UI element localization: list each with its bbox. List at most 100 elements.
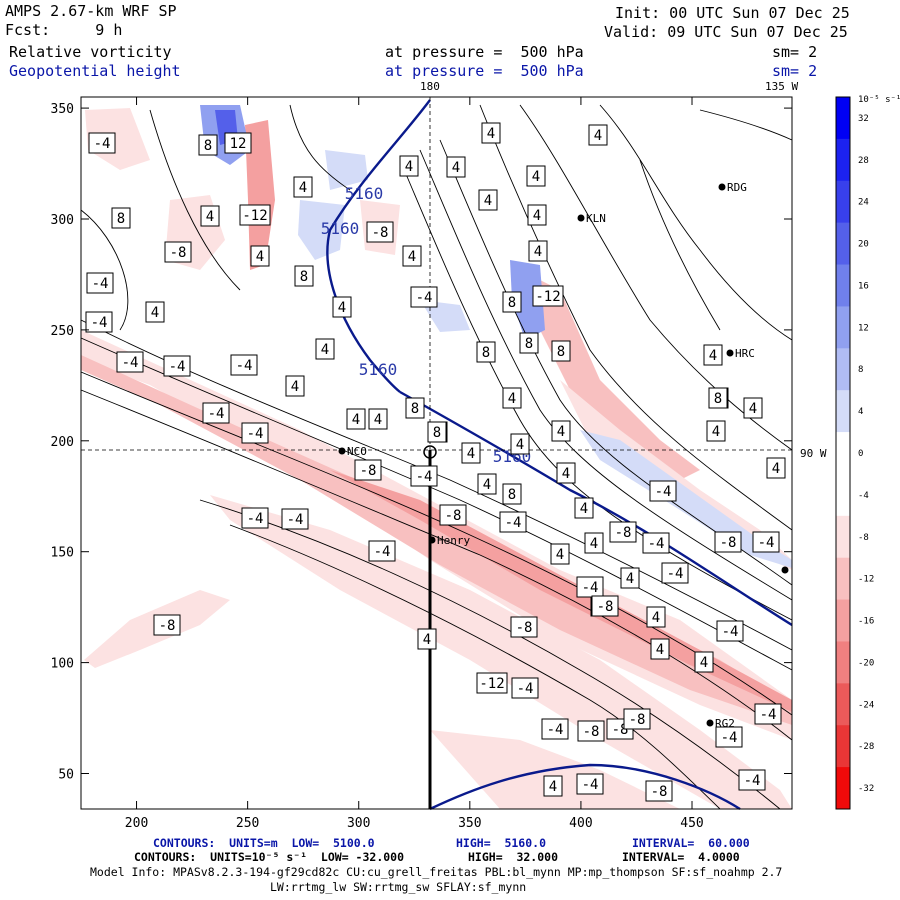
svg-text:-8: -8: [651, 784, 668, 800]
svg-text:-8: -8: [170, 245, 187, 261]
svg-text:4: 4: [532, 169, 540, 185]
svg-text:-4: -4: [648, 536, 665, 552]
x-tick-label: 250: [236, 816, 259, 831]
svg-text:-4: -4: [122, 355, 139, 371]
height-contour-high: HIGH= 5160.0: [456, 836, 547, 850]
colorbar-swatch: [836, 557, 850, 601]
vorticity-contour-label: 8: [405, 397, 425, 419]
svg-text:4: 4: [772, 461, 780, 477]
vorticity-contour-label: 4: [706, 420, 726, 442]
svg-text:-4: -4: [582, 777, 599, 793]
colorbar-swatch: [836, 683, 850, 726]
svg-text:-4: -4: [287, 512, 304, 528]
vorticity-contour-label: 4: [766, 457, 786, 479]
vorticity-contour-label: 4: [417, 628, 437, 650]
svg-text:4: 4: [352, 412, 360, 428]
vorticity-contour-label: 4: [478, 189, 498, 211]
x-tick-label: 200: [125, 816, 148, 831]
svg-text:4: 4: [291, 379, 299, 395]
svg-text:-8: -8: [516, 620, 533, 636]
vorticity-contour-label: 4: [743, 397, 763, 419]
x-tick-label: 350: [458, 816, 481, 831]
vorticity-contour-label: -8: [164, 241, 192, 263]
vorticity-contour-label: -8: [577, 720, 605, 742]
svg-text:-4: -4: [169, 359, 186, 375]
y-tick-label: 300: [51, 213, 74, 228]
svg-text:-12: -12: [479, 676, 504, 692]
model-info-radiation: LW:rrtmg_lw SW:rrtmg_sw SFLAY:sf_mynn: [270, 880, 527, 894]
colorbar-label: 20: [858, 240, 869, 250]
svg-text:-8: -8: [360, 463, 377, 479]
vorticity-contour-label: 4: [620, 567, 640, 589]
svg-text:4: 4: [549, 779, 557, 795]
y-tick-label: 200: [51, 435, 74, 450]
field2-level: at pressure = 500 hPa: [385, 62, 584, 80]
svg-text:-4: -4: [721, 730, 738, 746]
svg-text:-8: -8: [720, 535, 737, 551]
vorticity-contour-label: -12: [476, 672, 508, 694]
station-dot: [428, 536, 436, 544]
svg-text:8: 8: [482, 345, 490, 361]
svg-text:4: 4: [533, 208, 541, 224]
colorbar-label: -20: [858, 658, 874, 668]
svg-text:-4: -4: [722, 624, 739, 640]
vorticity-contour-label: -4: [88, 132, 116, 154]
field2-name: Geopotential height: [9, 62, 181, 80]
colorbar-swatch: [836, 97, 850, 140]
vorticity-contour-label: -8: [153, 614, 181, 636]
svg-text:-4: -4: [416, 290, 433, 306]
svg-text:8: 8: [300, 269, 308, 285]
svg-text:-8: -8: [445, 508, 462, 524]
vorticity-contour-label: -4: [368, 540, 396, 562]
field1-name: Relative vorticity: [9, 43, 172, 61]
station-label: Henry: [437, 534, 470, 547]
height-contour-label: 5160: [359, 360, 398, 379]
svg-text:12: 12: [230, 136, 247, 152]
svg-text:-4: -4: [208, 406, 225, 422]
vorticity-contour-label: 4: [556, 462, 576, 484]
vorticity-contour-label: 4: [526, 165, 546, 187]
model-title: AMPS 2.67-km WRF SP: [5, 2, 177, 20]
colorbar-label: 32: [858, 114, 869, 124]
vorticity-contour-label: -4: [754, 703, 782, 725]
colorbar-label: -24: [858, 700, 874, 710]
svg-text:4: 4: [452, 160, 460, 176]
svg-text:-4: -4: [236, 358, 253, 374]
station-dot: [706, 719, 714, 727]
station-label: RDG: [727, 181, 747, 194]
vorticity-contour-label: 8: [519, 332, 539, 354]
svg-text:4: 4: [534, 244, 542, 260]
vorticity-contour-label: 4: [694, 651, 714, 673]
svg-text:4: 4: [556, 547, 564, 563]
latitude-label-90w: 90 W: [800, 447, 827, 460]
svg-text:-4: -4: [547, 722, 564, 738]
svg-text:4: 4: [484, 193, 492, 209]
vorticity-contour-label: -4: [649, 480, 677, 502]
vorticity-contour-label: 4: [502, 387, 522, 409]
colorbar-label: 16: [858, 281, 869, 291]
vorticity-contour-label: -4: [738, 769, 766, 791]
y-tick-label: 150: [51, 546, 74, 561]
height-contour-info: CONTOURS: UNITS=m LOW= 5100.0: [153, 836, 375, 850]
valid-time: Valid: 09 UTC Sun 07 Dec 25: [604, 23, 848, 41]
vorticity-contour-label: -8: [366, 221, 394, 243]
svg-text:-8: -8: [159, 618, 176, 634]
vorticity-contour-label: 4: [528, 240, 548, 262]
svg-text:-4: -4: [94, 136, 111, 152]
svg-text:4: 4: [557, 424, 565, 440]
model-info: Model Info: MPASv8.2.3-194-gf29cd82c CU:…: [90, 865, 783, 879]
colorbar-label: 4: [858, 407, 863, 417]
vorticity-contour-label: 8: [708, 387, 728, 409]
forecast-hour: Fcst: 9 h: [5, 21, 123, 39]
height-contour-label: 5160: [321, 219, 360, 238]
svg-text:-8: -8: [629, 712, 646, 728]
vorticity-contour-label: 4: [646, 606, 666, 628]
colorbar-swatch: [836, 348, 850, 391]
svg-text:-4: -4: [505, 515, 522, 531]
vorticity-contour-label: -8: [714, 531, 742, 553]
colorbar-label: -32: [858, 784, 874, 794]
colorbar-units: 10⁻⁵ s⁻¹: [858, 95, 900, 105]
svg-text:-12: -12: [535, 289, 560, 305]
vorticity-contour-label: 8: [111, 207, 131, 229]
svg-text:4: 4: [408, 249, 416, 265]
